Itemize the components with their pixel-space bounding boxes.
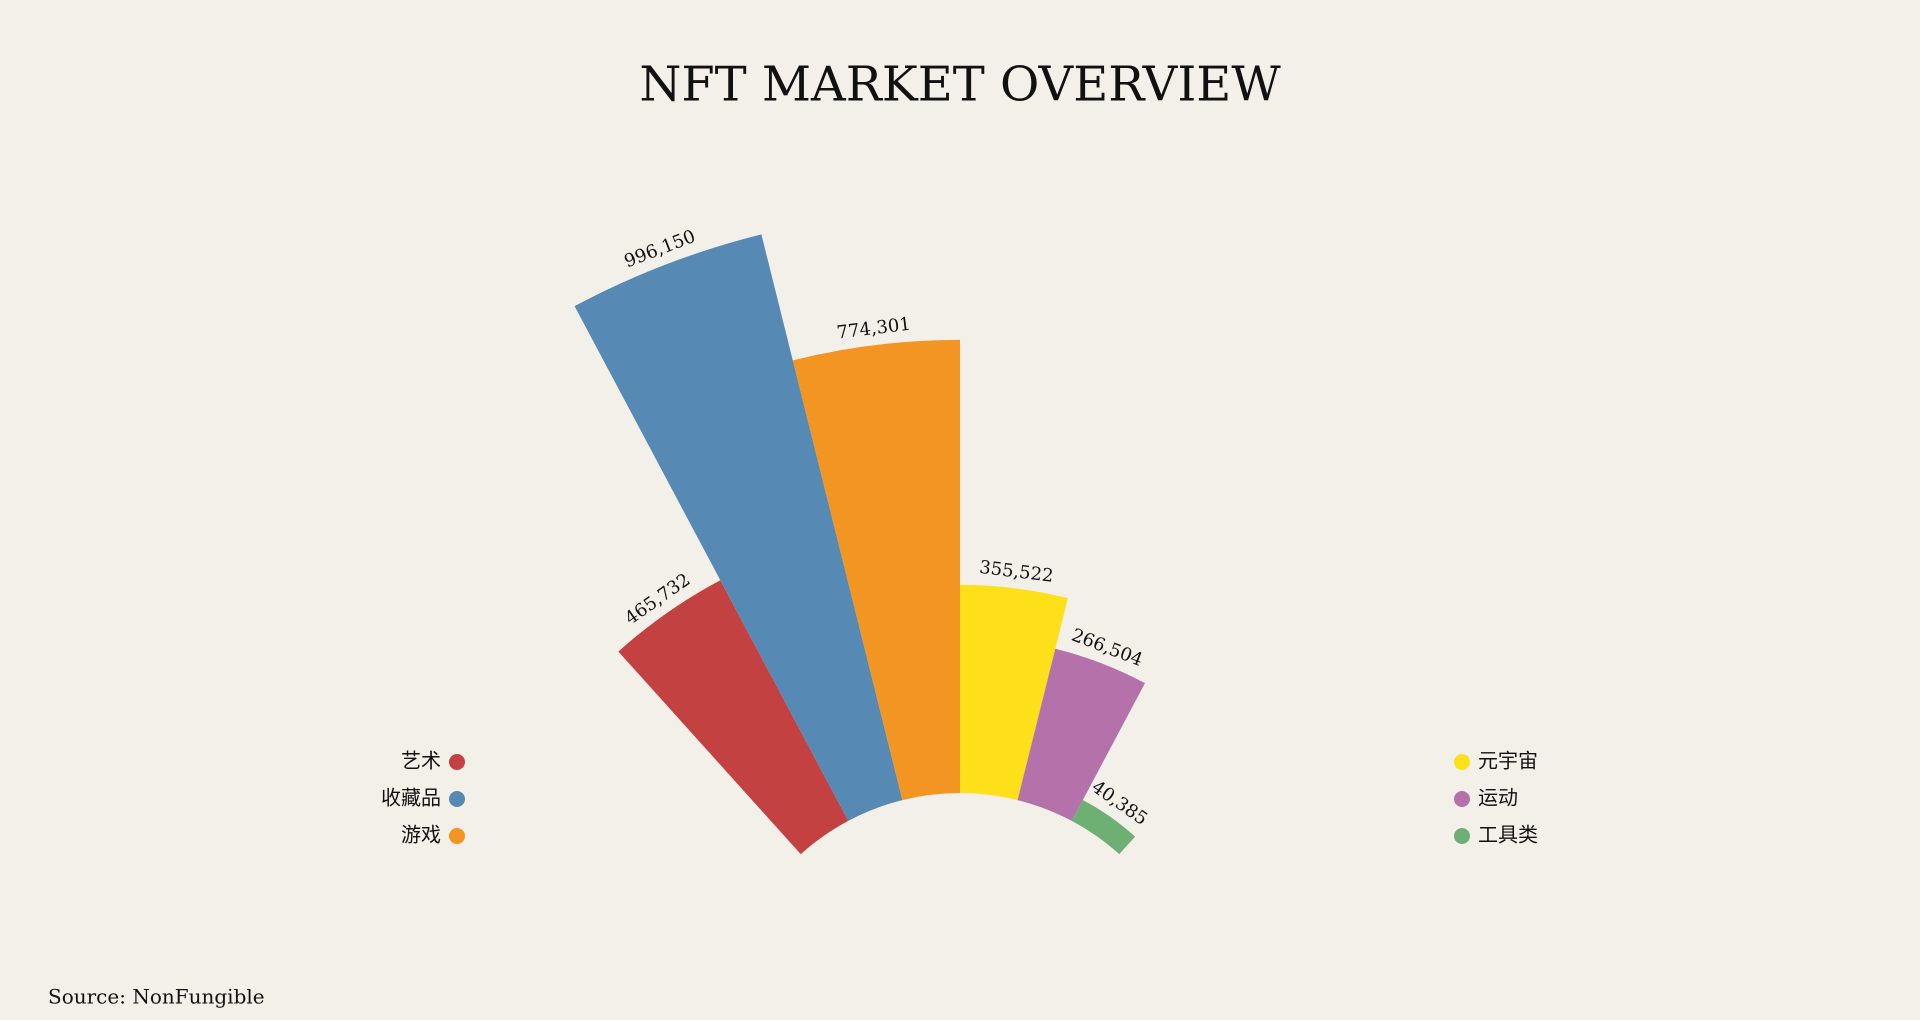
bar [1017, 648, 1145, 821]
legend-label: 艺术 [401, 749, 441, 773]
bar [574, 234, 903, 821]
legend-label: 元宇宙 [1478, 749, 1538, 773]
legend-marker [1454, 828, 1470, 844]
bar [618, 580, 849, 855]
chart-title: NFT MARKET OVERVIEW [639, 57, 1281, 113]
legend-label: 工具类 [1478, 823, 1538, 847]
legend-label: 游戏 [401, 823, 441, 847]
legend-marker [1454, 754, 1470, 770]
legend-marker [449, 791, 465, 807]
source-note: Source: NonFungible [48, 985, 265, 1009]
legend-marker [449, 754, 465, 770]
bar [792, 339, 960, 801]
legend-label: 运动 [1478, 786, 1518, 810]
legend-marker [449, 828, 465, 844]
legend-marker [1454, 791, 1470, 807]
bar [960, 584, 1068, 801]
bar [1071, 799, 1136, 855]
legend-label: 收藏品 [381, 786, 441, 810]
